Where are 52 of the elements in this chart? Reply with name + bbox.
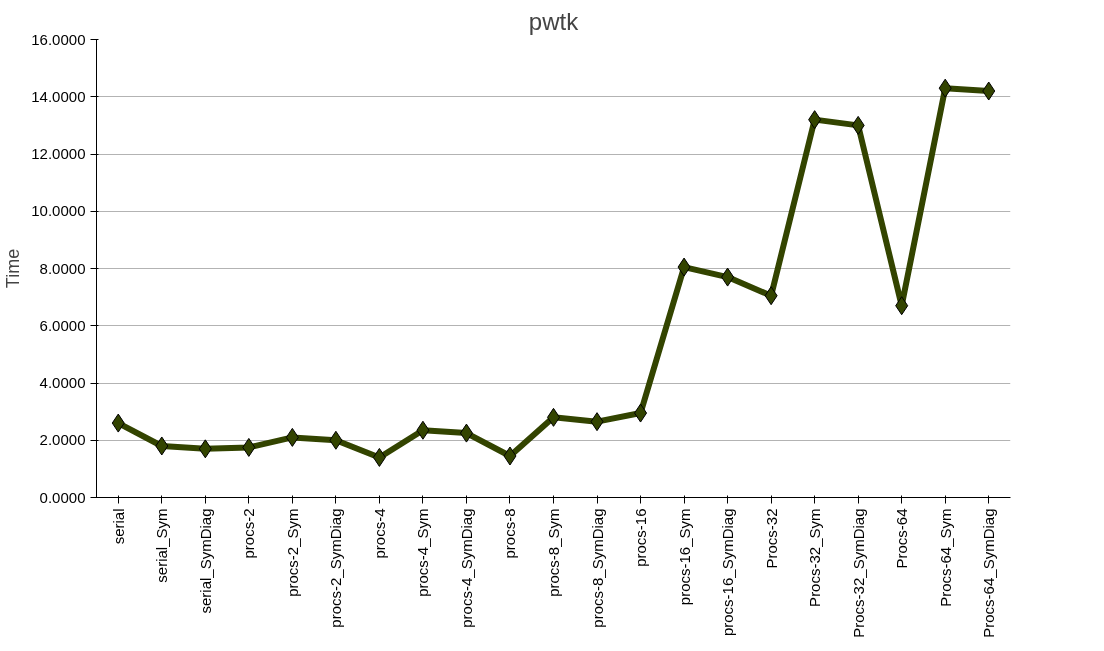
point [938, 78, 952, 98]
y-tick-label: 4.0000 [39, 374, 86, 391]
point [721, 267, 735, 287]
x-tick-label: Procs-64_SymDiag [980, 508, 998, 638]
point [329, 430, 343, 450]
point [677, 257, 691, 277]
point [285, 427, 299, 447]
chart-title: pwtk [528, 7, 580, 35]
x-tick-label: procs-2 [240, 508, 258, 559]
y-tick-label: 6.0000 [39, 316, 86, 334]
y-tick-label: 12.0000 [31, 145, 86, 162]
x-tick-label: serial [109, 508, 127, 545]
x-tick-label: procs-4_SymDiag [457, 508, 475, 628]
x-tick-label: procs-8_SymDiag [588, 508, 606, 628]
point [155, 436, 169, 456]
x-tick-label: Procs-32_Sym [806, 508, 824, 607]
point [416, 420, 430, 440]
x-tick-label: procs-16_Sym [675, 508, 693, 606]
point [895, 296, 909, 316]
y-tick-label: 14.0000 [31, 87, 86, 105]
y-tick-label: 16.0000 [31, 30, 86, 48]
point [198, 439, 212, 459]
y-tick-label: 0.0000 [39, 488, 86, 506]
point [111, 413, 125, 433]
x-tick-label: procs-2_Sym [283, 508, 301, 597]
point [851, 115, 865, 135]
y-tick-label: 2.0000 [39, 431, 86, 449]
x-tick-label: procs-8 [501, 508, 519, 559]
x-tick-label: procs-2_SymDiag [327, 508, 345, 628]
x-tick-label: Procs-32 [762, 508, 780, 569]
x-tick-label: procs-8_Sym [545, 508, 562, 597]
point [459, 423, 473, 443]
x-tick-label: Procs-64_Sym [936, 508, 954, 607]
x-tick-label: procs-16_SymDiag [719, 508, 737, 637]
point [808, 110, 822, 130]
point [590, 412, 604, 432]
point [242, 437, 256, 457]
point [503, 446, 517, 466]
x-tick-label: serial_Sym [153, 508, 171, 583]
x-tick-label: procs-4_Sym [414, 508, 432, 597]
x-tick-label: Procs-32_SymDiag [849, 508, 867, 638]
x-tick-label: procs-16 [632, 508, 650, 567]
point [764, 286, 778, 306]
y-axis-title: Time [3, 248, 24, 289]
x-tick-label: procs-4 [370, 508, 388, 559]
y-tick-label: 10.0000 [31, 202, 86, 220]
point [372, 447, 386, 467]
point [982, 81, 996, 101]
point [634, 403, 648, 423]
x-tick-label: Procs-64 [893, 508, 911, 569]
x-tick-label: serial_SymDiag [196, 508, 214, 614]
y-tick-label: 8.0000 [39, 259, 86, 277]
